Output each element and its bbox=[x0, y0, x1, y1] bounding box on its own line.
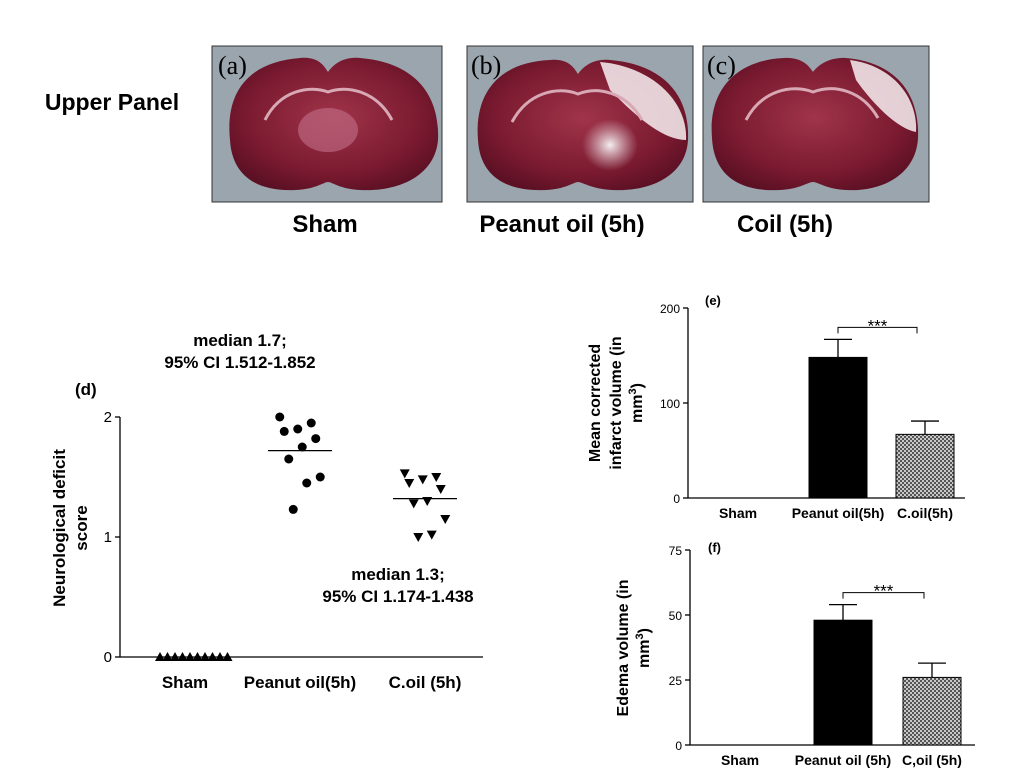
y-tick-label: 0 bbox=[675, 739, 682, 753]
y-tick-label: 1 bbox=[104, 529, 112, 546]
x-tick-label: Peanut oil(5h) bbox=[244, 673, 356, 692]
data-point bbox=[426, 530, 437, 540]
significance-label: *** bbox=[868, 316, 888, 335]
y-axis-label: Edema volume (in mm3) bbox=[615, 580, 653, 717]
data-point bbox=[435, 485, 446, 494]
data-point bbox=[155, 652, 165, 661]
upper-panel-title: Upper Panel bbox=[45, 89, 179, 115]
significance-bracket bbox=[837, 326, 918, 334]
bar bbox=[808, 356, 868, 499]
bar bbox=[895, 433, 955, 499]
data-point bbox=[297, 442, 307, 452]
x-tick-label: Peanut oil (5h) bbox=[795, 752, 891, 768]
x-tick-label: C.oil (5h) bbox=[389, 673, 462, 692]
unit-close: ) bbox=[629, 383, 646, 388]
unit-close: ) bbox=[636, 628, 653, 633]
panel-label: (e) bbox=[705, 293, 721, 308]
data-point bbox=[275, 412, 285, 422]
y-axis-label-line: Neurological deficit bbox=[50, 449, 69, 607]
x-tick-label: Peanut oil(5h) bbox=[792, 505, 885, 521]
y-tick-label: 0 bbox=[673, 492, 680, 506]
unit-superscript: 3 bbox=[627, 388, 639, 394]
annotation: 95% CI 1.512-1.852 bbox=[164, 353, 315, 372]
bar bbox=[902, 676, 962, 746]
y-axis-label-line: Edema volume (in bbox=[615, 580, 632, 717]
y-tick-label: 100 bbox=[660, 397, 680, 411]
image-caption: Sham bbox=[292, 211, 357, 238]
data-point bbox=[306, 418, 316, 428]
data-point bbox=[293, 424, 303, 434]
data-point bbox=[315, 472, 325, 482]
image-caption: Peanut oil (5h) bbox=[479, 211, 644, 238]
panel-label: (d) bbox=[75, 380, 97, 399]
data-point bbox=[413, 533, 424, 542]
data-point bbox=[288, 504, 298, 514]
panel-label: (f) bbox=[708, 540, 721, 555]
data-point bbox=[302, 478, 312, 488]
data-point bbox=[185, 652, 195, 661]
y-tick-label: 50 bbox=[669, 609, 683, 623]
data-point bbox=[222, 652, 233, 661]
data-point bbox=[207, 652, 218, 661]
annotation: 95% CI 1.174-1.438 bbox=[322, 587, 473, 606]
y-axis-label: Neurological deficit score bbox=[50, 449, 91, 607]
brain-image bbox=[466, 45, 694, 203]
unit-superscript: 3 bbox=[634, 633, 646, 639]
y-tick-label: 0 bbox=[104, 649, 112, 666]
significance-label: *** bbox=[874, 582, 894, 601]
data-point bbox=[192, 652, 203, 661]
data-point bbox=[177, 652, 188, 661]
data-point bbox=[417, 475, 428, 485]
x-tick-label: Sham bbox=[162, 673, 208, 692]
x-tick-label: C.oil(5h) bbox=[897, 505, 953, 521]
panel-label: (c) bbox=[707, 51, 736, 80]
data-point bbox=[215, 652, 225, 661]
y-tick-label: 25 bbox=[669, 674, 683, 688]
brain-image bbox=[211, 45, 443, 203]
y-axis-label-line: score bbox=[72, 505, 91, 550]
data-point bbox=[279, 426, 289, 436]
unit: mm bbox=[636, 640, 653, 668]
x-tick-label: C,oil (5h) bbox=[902, 752, 962, 768]
data-point bbox=[399, 469, 410, 479]
annotation: median 1.3; bbox=[351, 565, 445, 584]
y-axis-label: Mean corrected infarct volume (in mm3) bbox=[587, 336, 646, 469]
x-tick-label: Sham bbox=[719, 505, 757, 521]
significance-bracket bbox=[842, 592, 925, 599]
panel-label: (a) bbox=[218, 51, 247, 80]
x-tick-label: Sham bbox=[721, 752, 759, 768]
data-point bbox=[162, 652, 173, 661]
unit: mm bbox=[629, 395, 646, 423]
y-tick-label: 75 bbox=[669, 544, 683, 558]
annotation: median 1.7; bbox=[193, 331, 287, 350]
y-tick-label: 200 bbox=[660, 302, 680, 316]
data-point bbox=[404, 479, 415, 488]
image-caption: Coil (5h) bbox=[737, 211, 833, 238]
data-point bbox=[284, 454, 294, 464]
y-axis-label-line: mm3) bbox=[627, 383, 646, 423]
bar bbox=[813, 619, 873, 746]
y-axis-label-line: mm3) bbox=[634, 628, 653, 668]
brain-image bbox=[702, 45, 930, 203]
data-point bbox=[200, 652, 210, 661]
data-point bbox=[431, 473, 442, 482]
panel-label: (b) bbox=[471, 51, 501, 80]
y-axis-label-line: infarct volume (in bbox=[608, 336, 625, 469]
data-point bbox=[170, 652, 180, 661]
data-point bbox=[440, 515, 451, 524]
y-axis-label-line: Mean corrected bbox=[587, 344, 604, 462]
data-point bbox=[311, 434, 321, 444]
y-tick-label: 2 bbox=[104, 409, 112, 426]
data-point bbox=[422, 497, 433, 506]
data-point bbox=[408, 499, 419, 509]
